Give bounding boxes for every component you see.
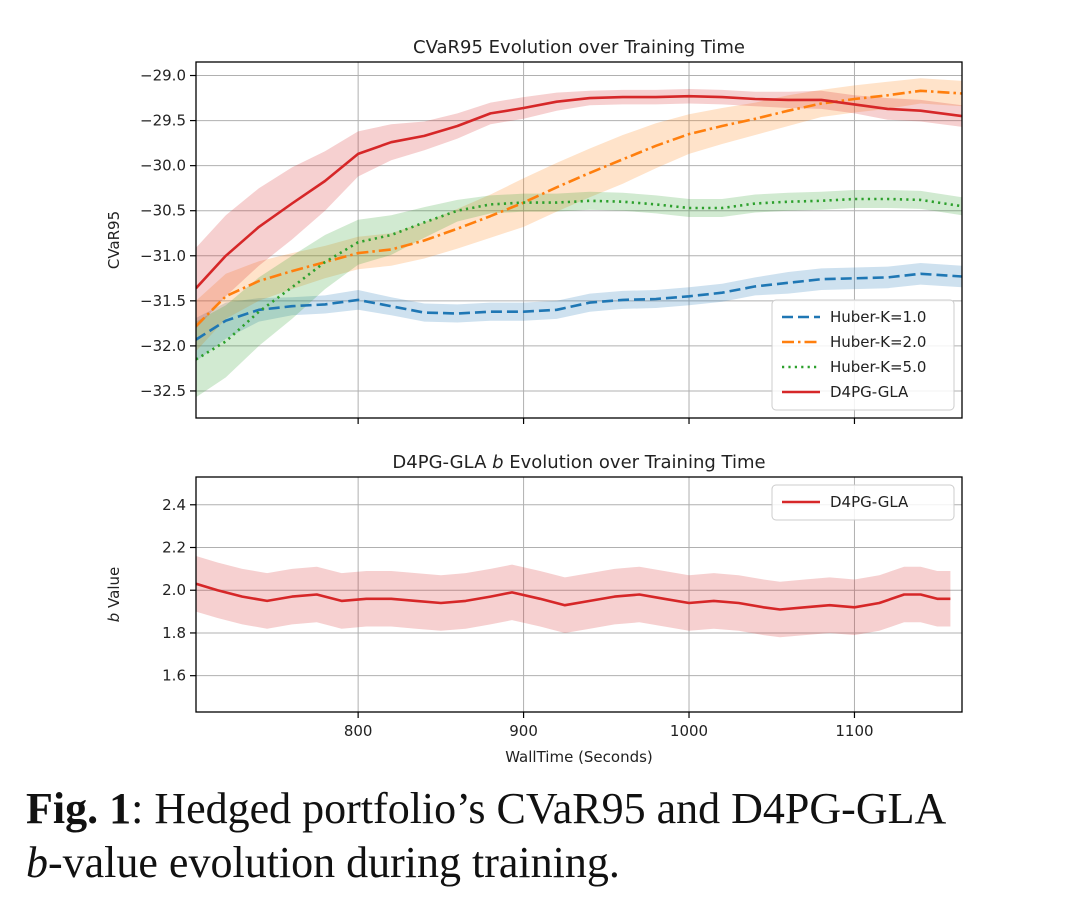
caption-text-line1: : Hedged portfolio’s CVaR95 and D4PG-GLA — [131, 784, 947, 833]
ylabel-b-symbol: b — [105, 613, 123, 623]
chart-title: CVaR95 Evolution over Training Time — [413, 37, 745, 58]
caption-b-symbol: b — [26, 838, 48, 887]
panel-cvar: −29.0 −29.5 −30.0 −30.5 −31.0 −31.5 −32.0 −32.5… — [105, 37, 963, 424]
series-line — [196, 272, 962, 341]
y-tick-label: −29.0 — [140, 67, 186, 85]
y-tick-label: −29.5 — [140, 112, 186, 130]
legend-box — [771, 299, 955, 411]
legend-label: Huber-K=2.0 — [830, 333, 926, 351]
series-line — [196, 94, 962, 290]
x-tick-label: 1100 — [835, 722, 873, 740]
chart-title: D4PG-GLA b Evolution over Training Time — [392, 452, 765, 473]
y-tick-label: −31.0 — [140, 247, 186, 265]
title-b-symbol: b — [492, 452, 503, 473]
x-tick-label: 1000 — [670, 722, 708, 740]
x-axis-label: WallTime (Seconds) — [505, 748, 653, 766]
panel-bvalue: 800 900 1000 1100 2.4 2.2 2.0 1.8 1.6 D4PG-GLA b … — [105, 452, 963, 766]
caption-figure-label: Fig. 1 — [26, 784, 132, 833]
y-axis-label: CVaR95 — [105, 211, 123, 269]
series-line — [196, 197, 962, 361]
y-tick-label: 1.8 — [162, 624, 186, 642]
y-axis-label: b Value — [105, 567, 123, 623]
x-tick-label: 800 — [344, 722, 373, 740]
y-tick-label: 1.6 — [162, 667, 186, 685]
title-text: D4PG-GLA — [392, 452, 492, 473]
figure-caption: Fig. 1: Hedged portfolio’s CVaR95 and D4… — [26, 782, 1076, 890]
series-group — [196, 78, 962, 398]
legend-box — [771, 484, 955, 521]
y-tick-label: −32.5 — [140, 382, 186, 400]
y-tick-label: −30.5 — [140, 202, 186, 220]
ylabel-text: Value — [105, 567, 123, 613]
legend-label: D4PG-GLA — [830, 383, 909, 401]
confidence-band — [196, 78, 962, 352]
legend-label: D4PG-GLA — [830, 493, 909, 511]
y-tick-label: −31.5 — [140, 292, 186, 310]
confidence-band — [196, 263, 962, 362]
confidence-band — [196, 190, 962, 398]
y-tick-label: −32.0 — [140, 337, 186, 355]
title-text: Evolution over Training Time — [504, 452, 766, 473]
x-tick-label: 900 — [509, 722, 538, 740]
y-tick-label: 2.4 — [162, 496, 186, 514]
figure: −29.0 −29.5 −30.0 −30.5 −31.0 −31.5 −32.0 −32.5… — [105, 37, 963, 766]
legend-label: Huber-K=5.0 — [830, 358, 926, 376]
legend: D4PG-GLA — [771, 484, 955, 521]
caption-text-line2: -value evolution during training. — [48, 838, 620, 887]
axes-frame — [195, 61, 963, 419]
confidence-band — [196, 89, 962, 329]
axes-frame — [195, 476, 963, 713]
y-tick-label: −30.0 — [140, 157, 186, 175]
legend: Huber-K=1.0 Huber-K=2.0 Huber-K=5.0 D4PG-GL… — [771, 299, 955, 411]
series-line — [196, 582, 951, 611]
series-line — [196, 89, 962, 328]
confidence-band — [196, 556, 951, 638]
series-group — [196, 556, 951, 638]
y-tick-label: 2.2 — [162, 539, 186, 557]
legend-label: Huber-K=1.0 — [830, 308, 926, 326]
y-tick-label: 2.0 — [162, 581, 186, 599]
